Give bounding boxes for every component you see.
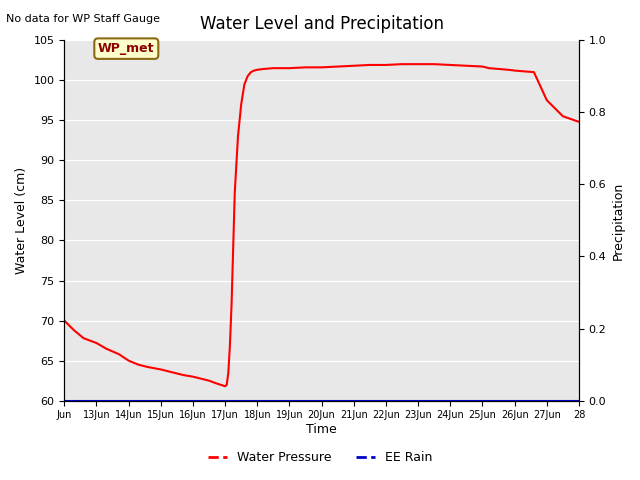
Text: No data for WP Staff Gauge: No data for WP Staff Gauge bbox=[6, 14, 161, 24]
Title: Water Level and Precipitation: Water Level and Precipitation bbox=[200, 15, 444, 33]
Y-axis label: Water Level (cm): Water Level (cm) bbox=[15, 167, 28, 274]
Y-axis label: Precipitation: Precipitation bbox=[612, 181, 625, 260]
X-axis label: Time: Time bbox=[307, 423, 337, 436]
Text: WP_met: WP_met bbox=[98, 42, 154, 55]
Legend: Water Pressure, EE Rain: Water Pressure, EE Rain bbox=[203, 446, 437, 469]
